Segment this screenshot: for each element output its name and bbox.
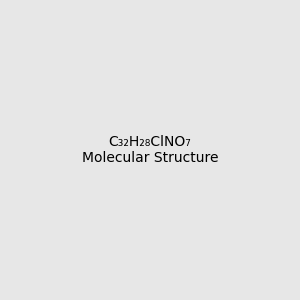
Text: C₃₂H₂₈ClNO₇
Molecular Structure: C₃₂H₂₈ClNO₇ Molecular Structure	[82, 135, 218, 165]
